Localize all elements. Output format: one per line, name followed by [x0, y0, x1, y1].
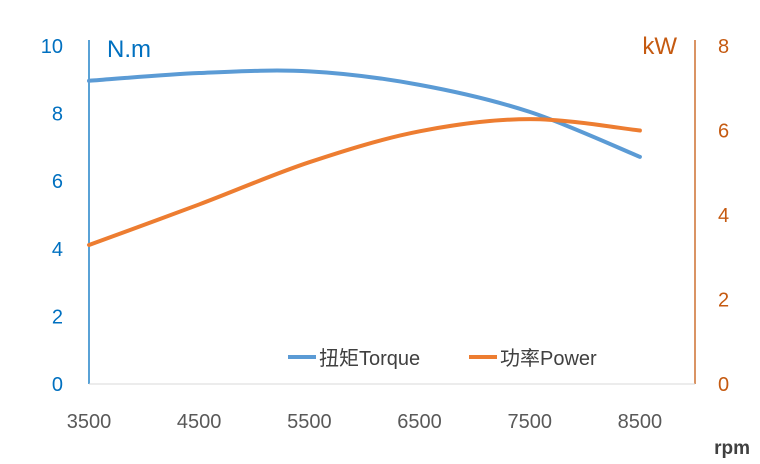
y-tick-right: 4 [718, 205, 729, 227]
y-tick-right: 8 [718, 36, 729, 58]
legend-label-torque: 扭矩Torque [319, 347, 420, 370]
y-tick-left: 2 [52, 306, 63, 328]
y-tick-left: 4 [52, 239, 63, 261]
right-axis-unit: kW [642, 33, 677, 60]
x-tick: 8500 [618, 411, 663, 433]
x-tick: 6500 [397, 411, 442, 433]
y-tick-right: 6 [718, 121, 729, 143]
y-tick-right: 2 [718, 290, 729, 312]
y-tick-right: 0 [718, 374, 729, 396]
torque-line [87, 68, 642, 159]
left-axis-unit: N.m [107, 36, 151, 63]
y-tick-left: 6 [52, 171, 63, 193]
y-tick-left: 8 [52, 104, 63, 126]
x-tick: 5500 [287, 411, 332, 433]
y-tick-left: 10 [41, 36, 63, 58]
x-axis-label: rpm [714, 438, 750, 459]
legend-label-power: 功率Power [500, 347, 597, 370]
legend: 扭矩Torque 功率Power [288, 347, 597, 370]
x-tick: 4500 [177, 411, 222, 433]
x-tick: 7500 [507, 411, 552, 433]
x-tick: 3500 [67, 411, 112, 433]
power-line [87, 117, 642, 247]
y-tick-left: 0 [52, 374, 63, 396]
